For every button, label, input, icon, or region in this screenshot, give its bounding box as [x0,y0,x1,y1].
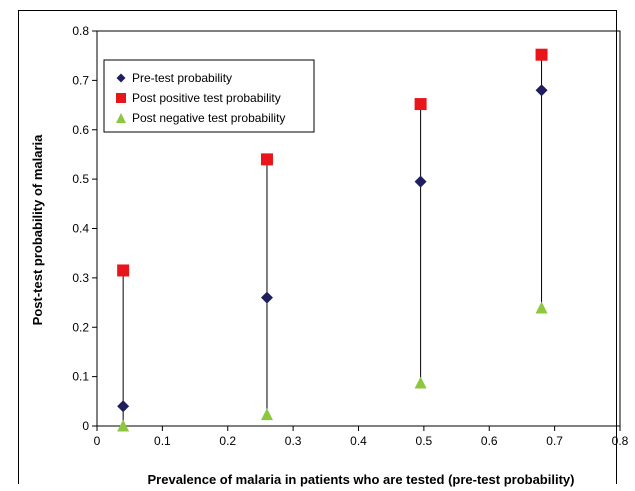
data-point-diamond [117,400,130,413]
x-axis-title: Prevalence of malaria in patients who ar… [148,472,575,487]
y-tick-label: 0.4 [72,222,89,236]
data-point-square [260,153,273,166]
x-tick-label: 0.6 [481,434,498,448]
legend: Pre-test probability Post positive test p… [103,59,315,133]
data-point-square [535,48,548,61]
plot-border [96,30,621,427]
data-point-square [414,98,427,111]
x-tick-label: 0.2 [219,434,236,448]
x-tick-label: 0.5 [416,434,433,448]
legend-box [103,59,315,133]
data-point-square [117,264,130,277]
legend-label: Pre-test probability [132,71,232,85]
y-tick-label: 0.1 [72,370,89,384]
x-axis-ticks: 0 0.1 0.2 0.3 0.4 0.5 0.6 0.7 0.8 [94,426,629,448]
y-tick-label: 0 [82,419,89,433]
x-tick-label: 0.1 [154,434,171,448]
y-tick-label: 0.2 [72,320,89,334]
data-point-triangle [535,301,548,314]
data-point-triangle [117,419,130,432]
legend-marker-square [116,93,126,103]
y-tick-label: 0.8 [72,24,89,38]
legend-marker-triangle [116,113,126,123]
data-point-triangle [414,376,427,389]
data-markers [117,48,548,432]
x-tick-label: 0.3 [285,434,302,448]
chart-frame [18,10,617,484]
data-point-triangle [260,408,273,421]
x-tick-label: 0.8 [612,434,629,448]
plot-area [96,30,621,427]
connector-lines [122,54,543,426]
x-tick-label: 0 [94,434,101,448]
y-tick-label: 0.5 [72,172,89,186]
legend-marker-diamond [116,73,126,83]
y-tick-label: 0.7 [72,73,89,87]
legend-label: Post negative test probability [132,111,285,125]
legend-label: Post positive test probability [132,91,281,105]
x-tick-label: 0.7 [546,434,563,448]
y-axis-ticks: 0 0.1 0.2 0.3 0.4 0.5 0.6 0.7 0.8 [72,24,97,433]
data-point-diamond [260,291,273,304]
y-axis-title: Post-test probability of malaria [30,134,45,325]
y-tick-label: 0.3 [72,271,89,285]
y-tick-label: 0.6 [72,123,89,137]
data-point-diamond [414,175,427,188]
x-tick-label: 0.4 [350,434,367,448]
data-point-diamond [535,84,548,97]
